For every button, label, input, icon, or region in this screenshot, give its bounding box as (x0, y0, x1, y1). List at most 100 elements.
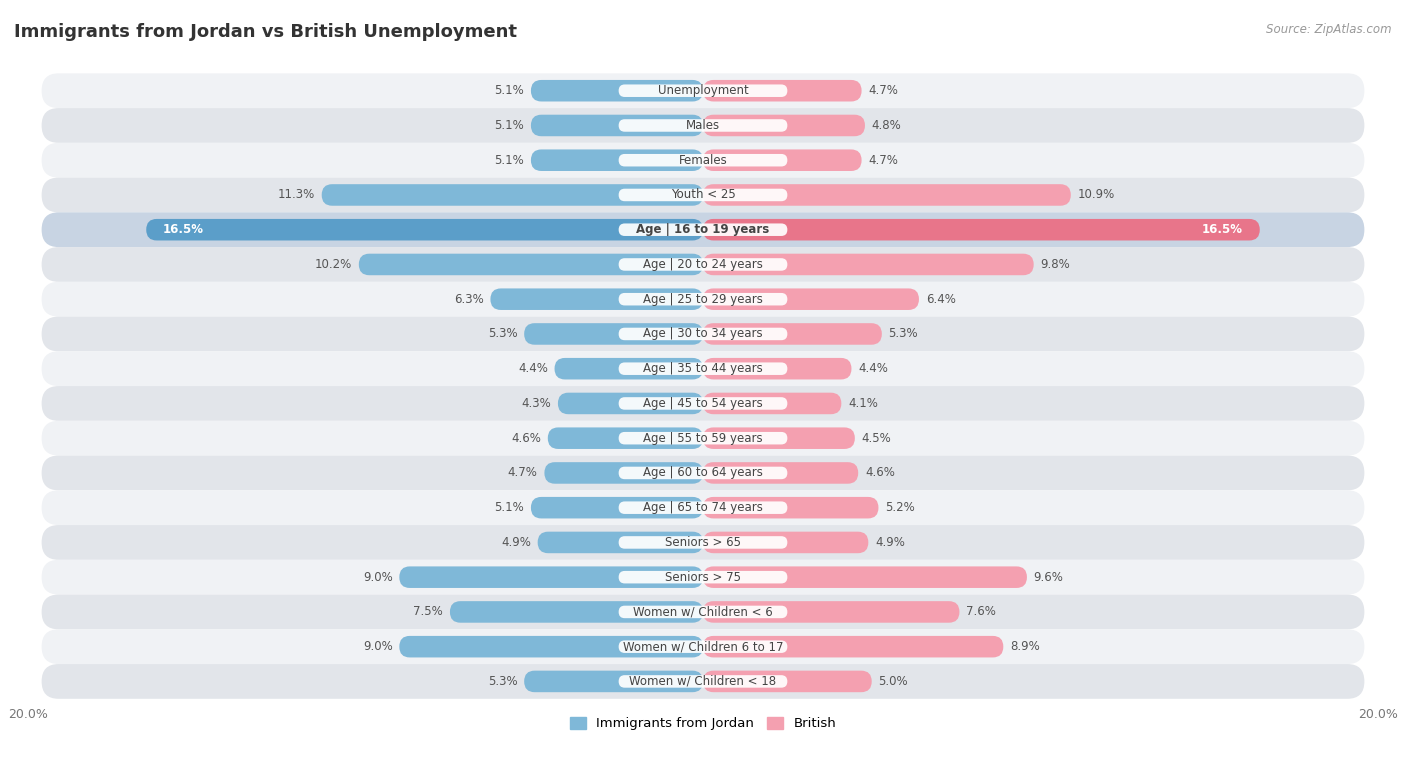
FancyBboxPatch shape (491, 288, 703, 310)
FancyBboxPatch shape (42, 247, 1364, 282)
FancyBboxPatch shape (537, 531, 703, 553)
Text: Age | 25 to 29 years: Age | 25 to 29 years (643, 293, 763, 306)
FancyBboxPatch shape (703, 115, 865, 136)
FancyBboxPatch shape (42, 108, 1364, 143)
Text: Women w/ Children < 6: Women w/ Children < 6 (633, 606, 773, 618)
Text: 9.8%: 9.8% (1040, 258, 1070, 271)
FancyBboxPatch shape (42, 421, 1364, 456)
Text: Youth < 25: Youth < 25 (671, 188, 735, 201)
FancyBboxPatch shape (531, 149, 703, 171)
Text: Males: Males (686, 119, 720, 132)
FancyBboxPatch shape (619, 606, 787, 618)
FancyBboxPatch shape (619, 363, 787, 375)
Text: 9.6%: 9.6% (1033, 571, 1063, 584)
Text: Age | 20 to 24 years: Age | 20 to 24 years (643, 258, 763, 271)
FancyBboxPatch shape (524, 323, 703, 344)
Text: 11.3%: 11.3% (278, 188, 315, 201)
FancyBboxPatch shape (619, 258, 787, 271)
FancyBboxPatch shape (619, 675, 787, 687)
FancyBboxPatch shape (531, 80, 703, 101)
FancyBboxPatch shape (42, 282, 1364, 316)
FancyBboxPatch shape (619, 571, 787, 584)
FancyBboxPatch shape (524, 671, 703, 692)
FancyBboxPatch shape (531, 497, 703, 519)
Text: 8.9%: 8.9% (1010, 640, 1040, 653)
FancyBboxPatch shape (554, 358, 703, 379)
FancyBboxPatch shape (703, 254, 1033, 276)
Text: 4.3%: 4.3% (522, 397, 551, 410)
Text: Age | 30 to 34 years: Age | 30 to 34 years (643, 328, 763, 341)
FancyBboxPatch shape (42, 594, 1364, 629)
Text: Age | 60 to 64 years: Age | 60 to 64 years (643, 466, 763, 479)
FancyBboxPatch shape (619, 432, 787, 444)
Text: Seniors > 75: Seniors > 75 (665, 571, 741, 584)
Text: 4.1%: 4.1% (848, 397, 877, 410)
Text: 10.2%: 10.2% (315, 258, 352, 271)
FancyBboxPatch shape (703, 531, 869, 553)
Text: Age | 55 to 59 years: Age | 55 to 59 years (643, 431, 763, 444)
FancyBboxPatch shape (558, 393, 703, 414)
Text: 16.5%: 16.5% (163, 223, 204, 236)
Text: 5.1%: 5.1% (495, 84, 524, 97)
Text: Age | 35 to 44 years: Age | 35 to 44 years (643, 362, 763, 375)
Text: 5.1%: 5.1% (495, 501, 524, 514)
FancyBboxPatch shape (359, 254, 703, 276)
FancyBboxPatch shape (703, 497, 879, 519)
FancyBboxPatch shape (703, 323, 882, 344)
Text: Source: ZipAtlas.com: Source: ZipAtlas.com (1267, 23, 1392, 36)
FancyBboxPatch shape (619, 154, 787, 167)
Text: Age | 16 to 19 years: Age | 16 to 19 years (637, 223, 769, 236)
Text: 5.3%: 5.3% (488, 328, 517, 341)
FancyBboxPatch shape (42, 629, 1364, 664)
FancyBboxPatch shape (42, 386, 1364, 421)
Text: Age | 45 to 54 years: Age | 45 to 54 years (643, 397, 763, 410)
Text: Immigrants from Jordan vs British Unemployment: Immigrants from Jordan vs British Unempl… (14, 23, 517, 41)
Text: 4.9%: 4.9% (875, 536, 905, 549)
FancyBboxPatch shape (619, 293, 787, 306)
Text: 9.0%: 9.0% (363, 640, 392, 653)
FancyBboxPatch shape (619, 501, 787, 514)
FancyBboxPatch shape (703, 358, 852, 379)
Text: Age | 65 to 74 years: Age | 65 to 74 years (643, 501, 763, 514)
Text: Seniors > 65: Seniors > 65 (665, 536, 741, 549)
FancyBboxPatch shape (703, 428, 855, 449)
FancyBboxPatch shape (619, 223, 787, 236)
Text: 7.6%: 7.6% (966, 606, 995, 618)
FancyBboxPatch shape (703, 219, 1260, 241)
FancyBboxPatch shape (703, 566, 1026, 588)
Text: 5.1%: 5.1% (495, 154, 524, 167)
FancyBboxPatch shape (619, 536, 787, 549)
Text: 4.7%: 4.7% (869, 154, 898, 167)
FancyBboxPatch shape (322, 184, 703, 206)
FancyBboxPatch shape (42, 491, 1364, 525)
Text: Women w/ Children 6 to 17: Women w/ Children 6 to 17 (623, 640, 783, 653)
FancyBboxPatch shape (703, 393, 841, 414)
FancyBboxPatch shape (703, 288, 920, 310)
FancyBboxPatch shape (619, 466, 787, 479)
FancyBboxPatch shape (619, 397, 787, 410)
Text: 4.9%: 4.9% (501, 536, 531, 549)
FancyBboxPatch shape (42, 351, 1364, 386)
Text: 4.6%: 4.6% (865, 466, 894, 479)
Text: 4.4%: 4.4% (858, 362, 889, 375)
FancyBboxPatch shape (42, 664, 1364, 699)
Text: 5.3%: 5.3% (889, 328, 918, 341)
FancyBboxPatch shape (703, 149, 862, 171)
FancyBboxPatch shape (703, 636, 1004, 657)
Text: 4.5%: 4.5% (862, 431, 891, 444)
Legend: Immigrants from Jordan, British: Immigrants from Jordan, British (564, 712, 842, 736)
FancyBboxPatch shape (42, 560, 1364, 594)
FancyBboxPatch shape (703, 463, 858, 484)
FancyBboxPatch shape (703, 80, 862, 101)
Text: 4.6%: 4.6% (512, 431, 541, 444)
Text: Females: Females (679, 154, 727, 167)
FancyBboxPatch shape (703, 184, 1071, 206)
Text: Women w/ Children < 18: Women w/ Children < 18 (630, 675, 776, 688)
FancyBboxPatch shape (42, 178, 1364, 212)
FancyBboxPatch shape (42, 456, 1364, 491)
Text: 16.5%: 16.5% (1202, 223, 1243, 236)
Text: 5.0%: 5.0% (879, 675, 908, 688)
FancyBboxPatch shape (42, 143, 1364, 178)
FancyBboxPatch shape (619, 119, 787, 132)
Text: 5.1%: 5.1% (495, 119, 524, 132)
